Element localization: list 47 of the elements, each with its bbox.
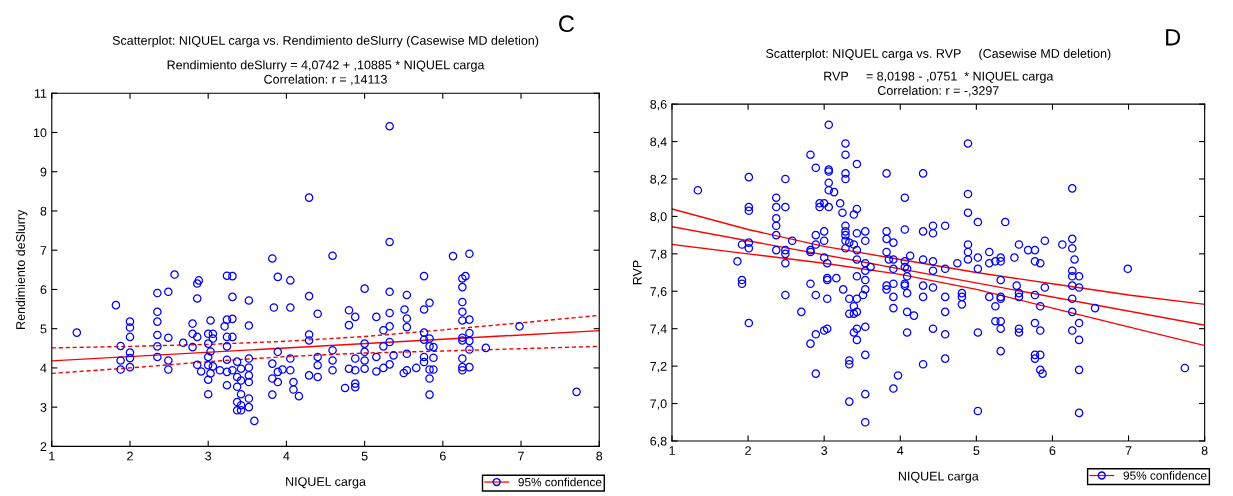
x-tick-label: 1 <box>49 451 55 461</box>
y-tick-label: 7,2 <box>650 361 667 373</box>
x-tick-label: 6 <box>439 451 446 461</box>
y-tick-label: 11 <box>34 89 47 98</box>
x-tick-label: 8 <box>596 451 603 461</box>
y-axis-title: Rendimiento deSlurry <box>15 209 28 329</box>
y-tick-label: 8,4 <box>650 137 667 148</box>
y-tick-label: 8,6 <box>650 99 667 111</box>
x-tick-label: 5 <box>361 451 368 461</box>
x-tick-label: 3 <box>821 446 828 455</box>
x-tick-label: 6 <box>1049 446 1056 455</box>
x-tick-label: 7 <box>518 451 524 461</box>
y-tick-label: 8 <box>40 206 47 216</box>
x-tick-label: 7 <box>1125 446 1132 455</box>
chart-title: Scatterplot: NIQUEL carga vs. RVP (Casewise MD deletion) <box>766 48 1111 61</box>
y-tick-label: 9 <box>40 167 47 177</box>
legend-label: 95% confidence <box>518 477 602 487</box>
x-tick-label: 2 <box>745 446 751 455</box>
y-tick-label: 7,0 <box>650 399 667 410</box>
x-tick-label: 3 <box>205 451 212 461</box>
y-tick-label: 8,0 <box>650 212 667 223</box>
y-tick-label: 7,8 <box>650 249 667 260</box>
y-axis-title: RVP <box>633 260 642 285</box>
y-tick-label: 7,6 <box>650 287 667 298</box>
x-tick-label: 2 <box>127 451 133 461</box>
x-axis-title: NIQUEL carga <box>286 477 366 489</box>
text: D <box>1166 29 1181 46</box>
y-tick-label: 7,4 <box>650 324 667 335</box>
x-tick-label: 4 <box>897 446 904 455</box>
y-tick-label: 8,2 <box>650 174 667 186</box>
y-tick-label: 7 <box>40 246 47 255</box>
y-tick-label: 5 <box>40 324 47 334</box>
chart-subtitle: RVP = 8,0198 - ,0751 * NIQUEL carga Correlation: r = -,3297 <box>824 71 1054 97</box>
text: C <box>559 15 575 33</box>
y-tick-label: 4 <box>40 363 47 373</box>
y-tick-label: 6 <box>40 285 47 295</box>
y-tick-label: 10 <box>33 128 47 138</box>
y-tick-label: 3 <box>40 402 47 412</box>
x-tick-label: 5 <box>973 446 980 455</box>
y-tick-label: 6,8 <box>650 436 667 448</box>
chart-title: Scatterplot: NIQUEL carga vs. Rendimiento deSlurry (Casewise MD deletion) <box>112 35 539 48</box>
chart-subtitle: Rendimiento deSlurry = 4,0742 + ,10885 * NIQUEL carga Correlation: r = ,14113 <box>167 60 485 86</box>
x-axis-title: NIQUEL carga <box>898 471 979 483</box>
x-tick-label: 4 <box>283 451 290 461</box>
x-tick-label: 1 <box>669 446 675 455</box>
x-tick-label: 8 <box>1201 446 1208 455</box>
legend-label: 95% confidence <box>1123 471 1207 480</box>
